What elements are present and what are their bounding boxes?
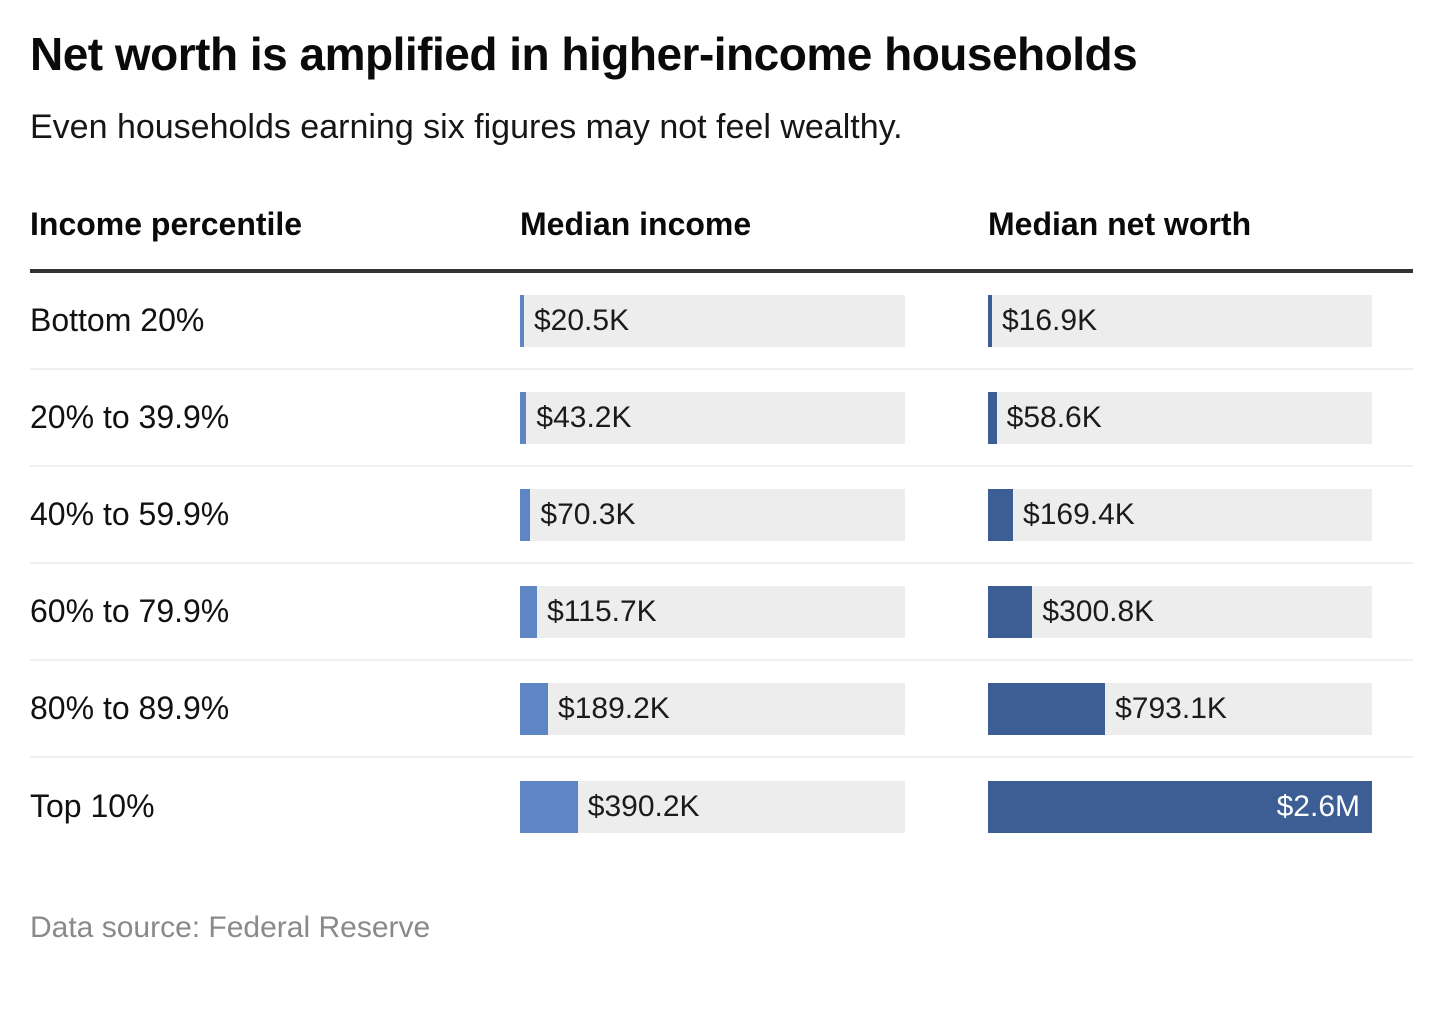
income-bar xyxy=(520,294,524,347)
table-row: 80% to 89.9% $189.2K $793.1K xyxy=(30,661,1413,758)
networth-bar-value: $2.6M xyxy=(1276,789,1360,823)
row-label: 60% to 79.9% xyxy=(30,593,230,629)
income-bar-value: $43.2K xyxy=(536,400,632,434)
income-bar-value: $390.2K xyxy=(587,789,700,823)
table-row: 60% to 79.9% $115.7K $300.8K xyxy=(30,564,1413,661)
networth-bar-cell: $793.1K xyxy=(988,682,1372,735)
networth-bar-value: $793.1K xyxy=(1115,691,1227,725)
page-subtitle: Even households earning six figures may … xyxy=(30,107,903,146)
column-header-income: Median income xyxy=(520,206,752,242)
networth-bar xyxy=(988,294,992,347)
table-row: Top 10% $390.2K $2.6M xyxy=(30,758,1413,855)
income-bar-cell: $390.2K xyxy=(520,780,905,833)
column-header-networth: Median net worth xyxy=(988,206,1252,242)
income-bar xyxy=(520,780,578,833)
data-source-note: Data source: Federal Reserve xyxy=(30,911,431,944)
row-label: 80% to 89.9% xyxy=(30,690,230,726)
networth-bar xyxy=(988,780,1372,833)
income-bar-cell: $70.3K xyxy=(520,488,905,541)
networth-bar-cell: $16.9K xyxy=(988,294,1372,347)
income-bar xyxy=(520,682,549,735)
income-bar-value: $70.3K xyxy=(540,497,636,531)
row-label: Bottom 20% xyxy=(30,302,205,338)
income-bar xyxy=(520,391,527,444)
row-label: 40% to 59.9% xyxy=(30,496,230,532)
networth-bar-value: $16.9K xyxy=(1002,303,1098,337)
table-row: 20% to 39.9% $43.2K $58.6K xyxy=(30,370,1413,467)
networth-bar-cell: $58.6K xyxy=(988,391,1372,444)
income-bar-cell: $189.2K xyxy=(520,682,905,735)
income-bar-value: $20.5K xyxy=(534,303,630,337)
networth-bar-cell: $169.4K xyxy=(988,488,1372,541)
networth-bar xyxy=(988,488,1014,541)
chart-page: Net worth is amplified in higher-income … xyxy=(30,28,1413,944)
bar-chart-table: Income percentile Median income Median n… xyxy=(30,206,1413,855)
income-bar xyxy=(520,488,531,541)
networth-bar-value: $58.6K xyxy=(1006,400,1102,434)
income-bar-cell: $20.5K xyxy=(520,294,905,347)
networth-bar-cell: $300.8K xyxy=(988,585,1372,638)
income-bar-cell: $43.2K xyxy=(520,391,905,444)
column-header-percentile: Income percentile xyxy=(30,206,303,242)
networth-bar-cell: $2.6M xyxy=(988,780,1372,833)
income-bar-value: $189.2K xyxy=(558,691,670,725)
networth-bar xyxy=(988,682,1106,735)
income-bar-value: $115.7K xyxy=(547,594,657,628)
networth-bar-value: $169.4K xyxy=(1023,497,1135,531)
income-bar xyxy=(520,585,538,638)
networth-bar-value: $300.8K xyxy=(1042,594,1155,628)
networth-bar xyxy=(988,391,997,444)
table-row: 40% to 59.9% $70.3K $169.4K xyxy=(30,467,1413,564)
income-bar-cell: $115.7K xyxy=(520,585,905,638)
networth-bar xyxy=(988,585,1033,638)
column-header-row: Income percentile Median income Median n… xyxy=(30,206,1413,273)
row-label: 20% to 39.9% xyxy=(30,399,230,435)
row-label: Top 10% xyxy=(30,788,155,824)
page-title: Net worth is amplified in higher-income … xyxy=(30,28,1138,80)
table-row: Bottom 20% $20.5K $16.9K xyxy=(30,273,1413,370)
